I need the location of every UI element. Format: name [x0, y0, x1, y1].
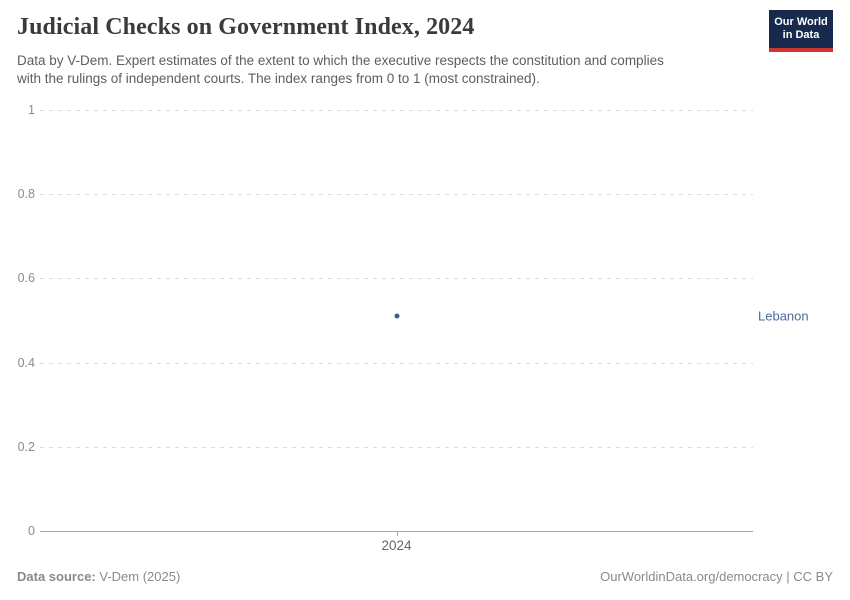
data-source-value: V-Dem (2025)	[95, 569, 181, 584]
x-tick-label-2024: 2024	[381, 538, 412, 553]
gridline-y-0.4	[40, 362, 753, 364]
y-tick-label-1: 1	[28, 103, 35, 117]
plot-area: 0 0.2 0.4 0.6 0.8 1 2024 Lebanon	[18, 103, 809, 553]
data-point-lebanon	[394, 313, 399, 319]
y-tick-label-0.4: 0.4	[17, 355, 35, 370]
chart-subtitle-line-1: Data by V-Dem. Expert estimates of the e…	[17, 53, 664, 68]
owid-logo-line-2: in Data	[782, 29, 820, 41]
chart-title: Judicial Checks on Government Index, 202…	[17, 14, 475, 40]
gridline-y-0.6	[40, 278, 753, 280]
x-tick-mark-2024	[396, 531, 398, 536]
chart-footer: Data source: V-Dem (2025) OurWorldinData…	[17, 569, 833, 584]
attribution-note: OurWorldinData.org/democracy | CC BY	[600, 569, 833, 584]
y-tick-label-0.8: 0.8	[17, 187, 35, 202]
chart-subtitle-line-2: with the rulings of independent courts. …	[17, 71, 540, 86]
gridline-y-1	[40, 110, 753, 111]
chart-subtitle: Data by V-Dem. Expert estimates of the e…	[17, 52, 664, 88]
y-tick-label-0.6: 0.6	[17, 271, 35, 286]
entity-label-lebanon: Lebanon	[758, 308, 809, 324]
data-source-label: Data source:	[17, 569, 96, 584]
y-tick-label-0.2: 0.2	[17, 439, 35, 454]
y-tick-label-0: 0	[28, 524, 35, 538]
gridline-y-0.8	[40, 194, 753, 196]
gridline-y-0.2	[40, 446, 753, 448]
data-source-note: Data source: V-Dem (2025)	[17, 569, 180, 584]
owid-logo-line-1: Our World	[774, 16, 828, 28]
owid-logo: Our World in Data	[769, 10, 833, 52]
